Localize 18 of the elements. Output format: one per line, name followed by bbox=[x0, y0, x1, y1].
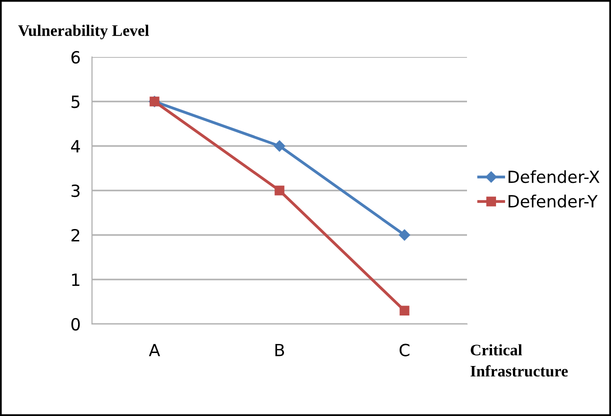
x-tick-label: C bbox=[400, 344, 410, 356]
y-tick-label: 1 bbox=[72, 274, 80, 286]
point bbox=[398, 229, 410, 241]
x-tick-label: A bbox=[148, 344, 160, 356]
y-tick-label: 3 bbox=[72, 184, 80, 198]
point bbox=[400, 306, 410, 316]
point bbox=[274, 140, 286, 152]
y-tick-label: 6 bbox=[71, 50, 80, 64]
legend-label: Defender-X bbox=[508, 170, 600, 184]
x-tick-label: B bbox=[275, 344, 284, 356]
y-axis-title: Vulnerability Level bbox=[18, 24, 149, 40]
y-tick-label: 4 bbox=[71, 140, 80, 152]
y-tick-label: 0 bbox=[71, 318, 80, 331]
x-axis-title: Critical Infrastructure bbox=[470, 344, 568, 377]
y-tick-label: 2 bbox=[72, 228, 80, 242]
point bbox=[274, 186, 284, 196]
legend-label: Defender-Y bbox=[508, 194, 598, 208]
y-tick-label: 5 bbox=[72, 96, 80, 108]
